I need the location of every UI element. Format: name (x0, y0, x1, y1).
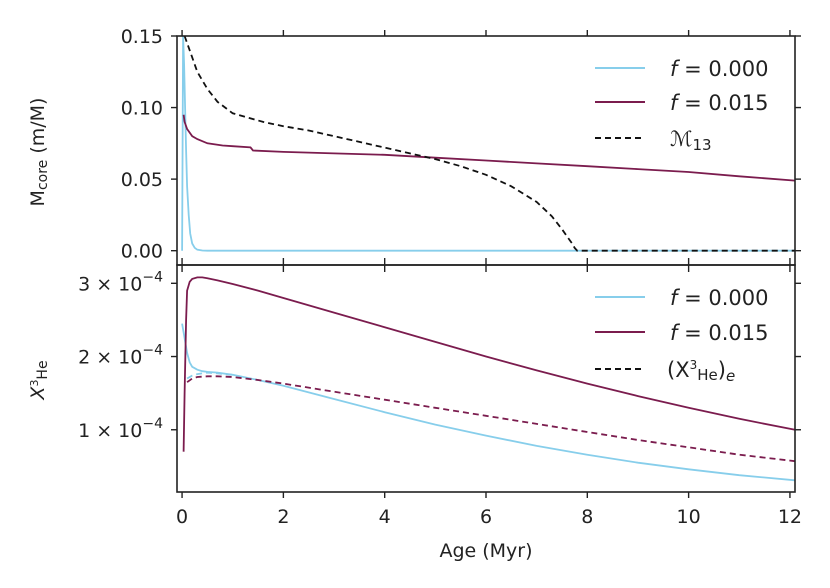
bottom-series-line-3 (186, 375, 796, 463)
top-series-line-1 (182, 114, 796, 182)
legend-label-bottom-f000: f = 0.000 (670, 286, 768, 310)
top-ytick-label: 0.00 (121, 241, 163, 263)
top-ytick-label: 0.15 (121, 26, 163, 48)
xtick-label: 4 (379, 506, 391, 528)
bottom-series-line-1 (186, 371, 233, 380)
xtick-label: 6 (480, 506, 492, 528)
legend-label-top-f000: f = 0.000 (670, 57, 768, 81)
top-ytick-label: 0.05 (121, 169, 163, 191)
top-legend: f = 0.000 f = 0.015 ℳ13 (595, 57, 768, 154)
top-series-line-2 (183, 35, 795, 252)
bottom-y-axis-label: X3He (27, 360, 51, 400)
top-y-axis-label: Mcore (m/M) (27, 98, 51, 207)
xtick-label: 2 (277, 506, 289, 528)
legend-label-bottom-xe: (X3He)e (667, 358, 735, 385)
xtick-label: 8 (581, 506, 593, 528)
x-axis-label: Age (Myr) (439, 540, 532, 562)
xtick-label: 10 (677, 506, 701, 528)
bottom-series-line-0 (181, 323, 796, 482)
xtick-label: 0 (176, 506, 188, 528)
bottom-ytick-label: 1 × 10−4 (78, 416, 163, 442)
top-ytick-label: 0.10 (121, 98, 163, 120)
top-panel: 0.00 0.05 0.10 0.15 Mcore (m/M) f = 0.000 f… (27, 26, 801, 266)
bottom-ytick-label: 3 × 10−4 (78, 269, 163, 295)
bottom-legend: f = 0.000 f = 0.015 (X3He)e (595, 286, 768, 385)
legend-label-top-m13: ℳ13 (670, 127, 712, 154)
bottom-ytick-label: 2 × 10−4 (78, 343, 163, 369)
legend-label-bottom-f015: f = 0.015 (670, 321, 768, 345)
top-series-line-0 (181, 35, 795, 252)
legend-label-top-f015: f = 0.015 (670, 91, 768, 115)
xtick-label: 12 (778, 506, 802, 528)
bottom-series-line-2 (182, 276, 796, 452)
bottom-panel: 1 × 10−4 2 × 10−4 3 × 10−4 0 2 4 6 8 10 12 Age (… (27, 30, 802, 562)
